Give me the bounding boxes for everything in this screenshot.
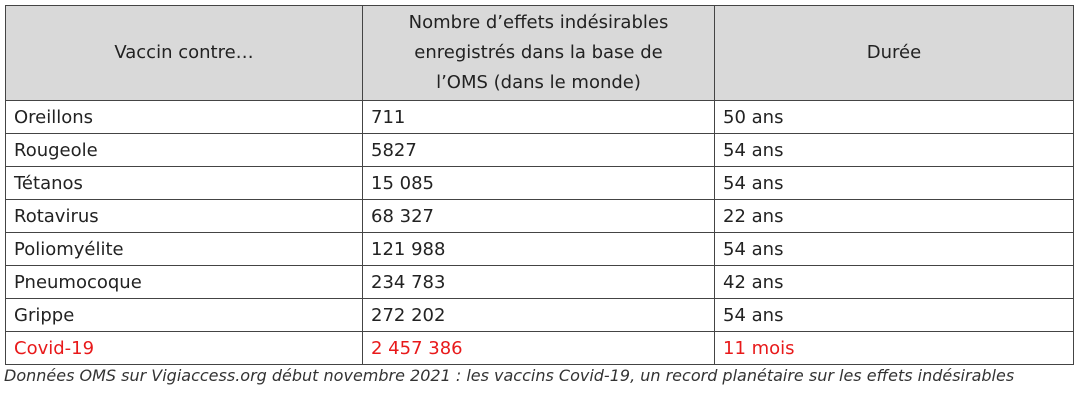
- header-cell: Durée: [714, 5, 1074, 101]
- table-cell: 42 ans: [714, 265, 1074, 299]
- table-cell: 22 ans: [714, 199, 1074, 233]
- data-table: Vaccin contre… Nombre d’effets indésirab…: [5, 5, 1074, 365]
- caption: Données OMS sur Vigiaccess.org début nov…: [4, 366, 1015, 385]
- table-cell: Tétanos: [5, 166, 363, 200]
- table-cell: Oreillons: [5, 100, 363, 134]
- table-cell: Pneumocoque: [5, 265, 363, 299]
- table-cell: 272 202: [362, 298, 715, 332]
- table-cell: 50 ans: [714, 100, 1074, 134]
- table-row: Pneumocoque 234 783 42 ans: [5, 265, 1074, 299]
- table-cell: 2 457 386: [362, 331, 715, 365]
- table-cell: 54 ans: [714, 166, 1074, 200]
- table-row: Grippe 272 202 54 ans: [5, 298, 1074, 332]
- header-cell: Vaccin contre…: [5, 5, 363, 101]
- table-row: Tétanos 15 085 54 ans: [5, 166, 1074, 200]
- table-cell: 11 mois: [714, 331, 1074, 365]
- table-row: Rougeole 5827 54 ans: [5, 133, 1074, 167]
- table-cell: 68 327: [362, 199, 715, 233]
- table-cell: Rotavirus: [5, 199, 363, 233]
- table-cell: 15 085: [362, 166, 715, 200]
- table-cell: 234 783: [362, 265, 715, 299]
- table-cell: 54 ans: [714, 232, 1074, 266]
- table-row: Oreillons 711 50 ans: [5, 100, 1074, 134]
- table-cell: Poliomyélite: [5, 232, 363, 266]
- table-cell: 5827: [362, 133, 715, 167]
- table-cell: Grippe: [5, 298, 363, 332]
- table-row: Rotavirus 68 327 22 ans: [5, 199, 1074, 233]
- table-cell: 54 ans: [714, 298, 1074, 332]
- table-cell: 54 ans: [714, 133, 1074, 167]
- table-cell: 121 988: [362, 232, 715, 266]
- table-row: Covid-19 2 457 386 11 mois: [5, 331, 1074, 365]
- header-cell: Nombre d’effets indésirables enregistrés…: [362, 5, 715, 101]
- header-row: Vaccin contre… Nombre d’effets indésirab…: [5, 5, 1074, 101]
- table-cell: 711: [362, 100, 715, 134]
- table-cell: Covid-19: [5, 331, 363, 365]
- table-cell: Rougeole: [5, 133, 363, 167]
- table-row: Poliomyélite 121 988 54 ans: [5, 232, 1074, 266]
